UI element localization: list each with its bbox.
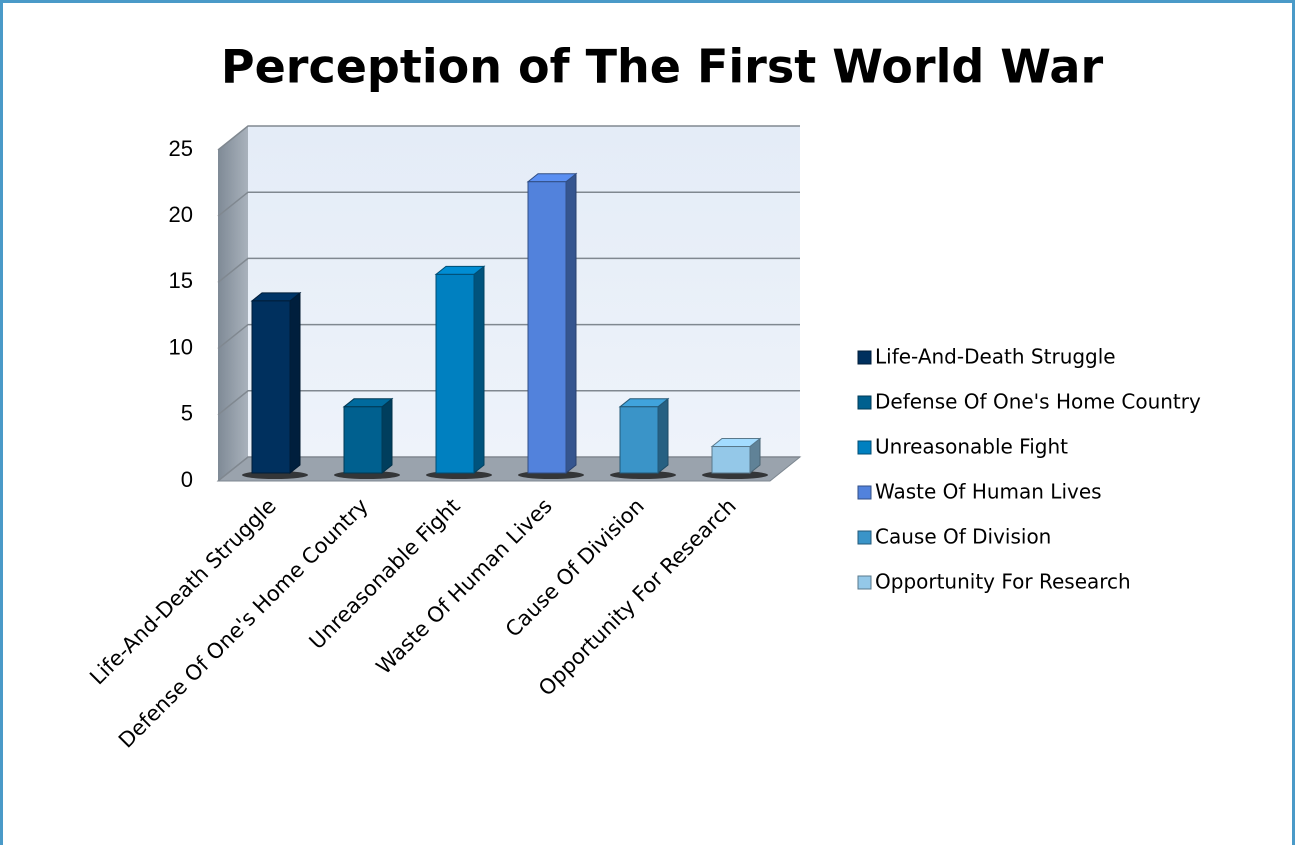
legend-label: Cause Of Division <box>875 525 1051 549</box>
y-tick-label: 0 <box>181 467 193 492</box>
bar-side <box>657 397 669 475</box>
legend-swatch <box>857 395 872 410</box>
bar <box>251 300 291 474</box>
chart-title: Perception of The First World War <box>221 40 1104 94</box>
legend-label: Defense Of One's Home Country <box>875 390 1201 414</box>
bar <box>711 446 751 474</box>
bar <box>343 406 383 474</box>
legend-label: Opportunity For Research <box>875 570 1131 594</box>
bar-side <box>473 265 485 475</box>
legend-swatch <box>857 530 872 545</box>
grid-line <box>217 191 800 217</box>
y-tick-label: 5 <box>181 401 193 426</box>
grid-line <box>217 456 800 482</box>
bar <box>435 273 475 474</box>
grid-line <box>217 323 800 350</box>
legend-swatch <box>857 485 872 500</box>
y-tick-label: 20 <box>169 202 193 227</box>
x-tick-label: Life-And-Death Struggle <box>85 494 281 690</box>
x-tick-label: Waste Of Human Lives <box>372 494 557 679</box>
grid-line <box>217 125 800 151</box>
legend-swatch <box>857 440 872 455</box>
y-tick-label: 10 <box>169 334 193 359</box>
bar-side <box>289 291 301 475</box>
legend-swatch <box>857 575 872 590</box>
x-tick-label: Opportunity For Research <box>534 494 741 701</box>
back-wall <box>248 126 800 457</box>
y-tick-label: 25 <box>169 136 193 161</box>
bar-side <box>381 397 393 475</box>
side-wall <box>218 126 248 481</box>
legend-label: Life-And-Death Struggle <box>875 345 1116 369</box>
y-tick-label: 15 <box>169 268 193 293</box>
bar <box>619 406 659 474</box>
bar-side <box>565 172 577 475</box>
x-tick-label: Unreasonable Fight <box>305 494 465 654</box>
grid-line <box>217 390 800 416</box>
legend-label: Unreasonable Fight <box>875 435 1068 459</box>
legend-label: Waste Of Human Lives <box>875 480 1102 504</box>
grid-line <box>217 257 800 283</box>
legend-swatch <box>857 350 872 365</box>
bar <box>527 181 567 474</box>
